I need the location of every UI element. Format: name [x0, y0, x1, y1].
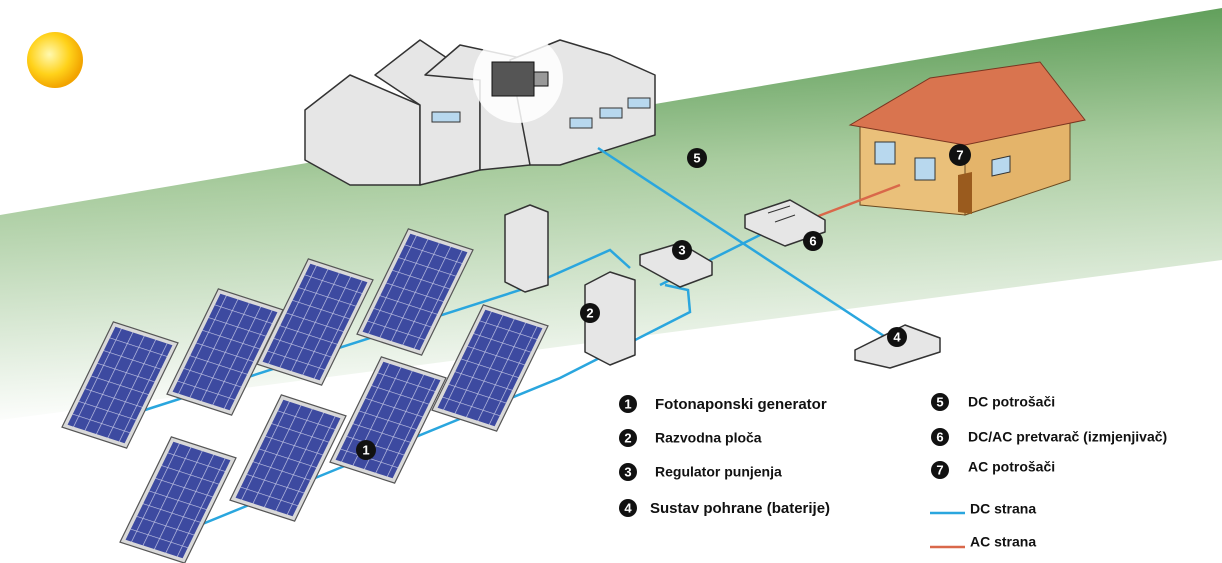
- line-legend-label: DC strana: [970, 501, 1036, 517]
- legend-number: 6: [936, 429, 943, 444]
- marker: 4: [893, 329, 901, 344]
- legend-label: DC potrošači: [968, 394, 1055, 410]
- marker: 7: [956, 147, 963, 162]
- legend-label: Sustav pohrane (baterije): [650, 500, 830, 517]
- legend-label: DC/AC pretvarač (izmjenjivač): [968, 429, 1167, 445]
- marker: 6: [809, 233, 816, 248]
- diagram: 1 2 3 4 5 6 7 1 Fotonaponski generator 2…: [0, 0, 1222, 563]
- legend-number: 2: [624, 430, 631, 445]
- legend-number: 4: [624, 500, 632, 515]
- line-legend-label: AC strana: [970, 534, 1036, 550]
- legend-number: 5: [936, 394, 943, 409]
- marker: 3: [678, 242, 685, 257]
- legend-label: Regulator punjenja: [655, 464, 782, 480]
- legend: 1 Fotonaponski generator 2 Razvodna ploč…: [619, 393, 1167, 550]
- marker: 2: [586, 305, 593, 320]
- legend-number: 7: [936, 462, 943, 477]
- legend-label: Razvodna ploča: [655, 430, 762, 446]
- legend-number: 1: [624, 396, 631, 411]
- legend-number: 3: [624, 464, 631, 479]
- marker: 5: [693, 150, 700, 165]
- legend-label: Fotonaponski generator: [655, 396, 827, 413]
- marker: 1: [362, 442, 369, 457]
- sun: [27, 32, 83, 88]
- legend-label: AC potrošači: [968, 459, 1055, 475]
